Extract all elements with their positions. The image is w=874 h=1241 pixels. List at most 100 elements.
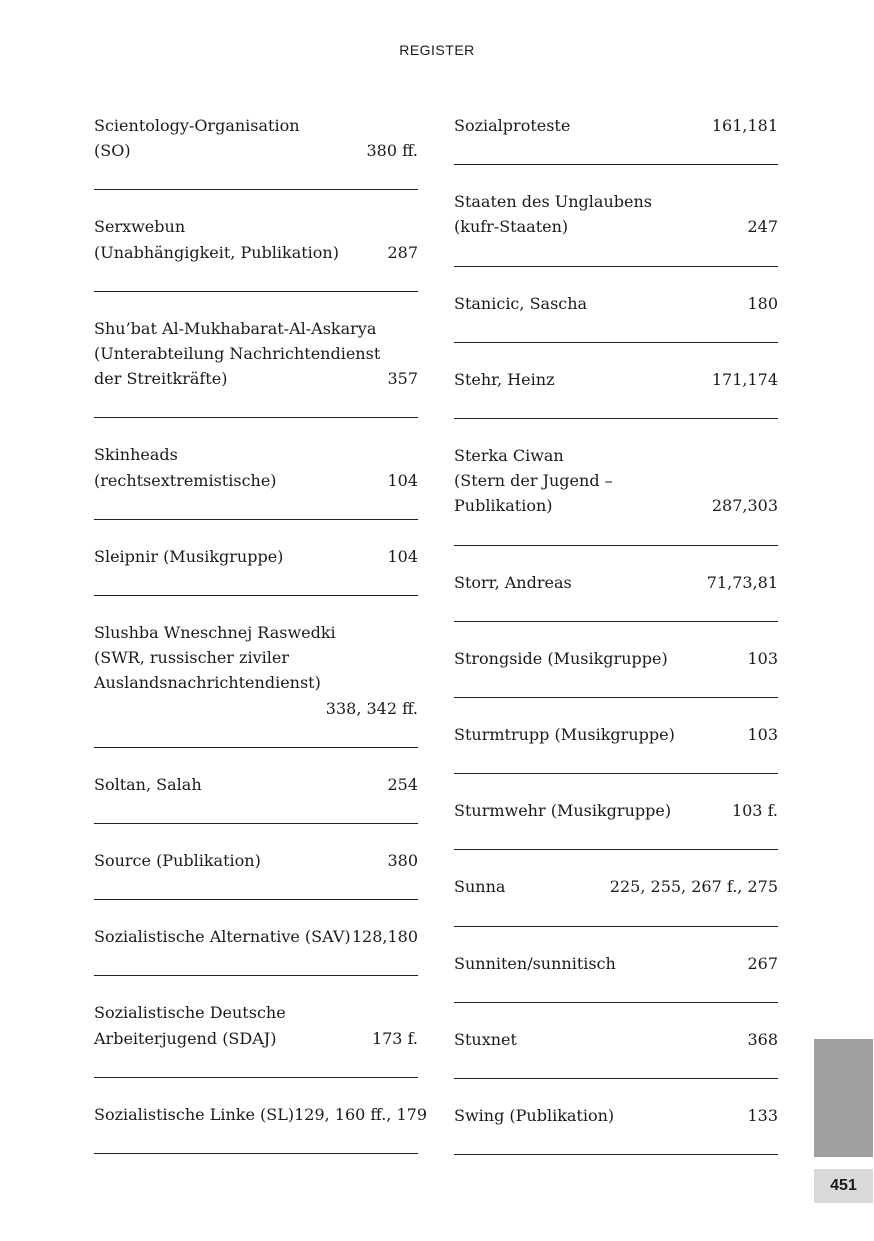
- entry-line: Sunniten/sunnitisch 267: [454, 951, 778, 976]
- entry-term: Sozialistische Alternative (SAV): [94, 927, 351, 947]
- entry-line: Storr, Andreas 71,73,81: [454, 570, 778, 595]
- entry-term: Sterka Ciwan: [454, 446, 564, 466]
- index-entry: Sozialproteste 161,181: [454, 89, 778, 166]
- entry-term: Sleipnir (Musikgruppe): [94, 546, 284, 566]
- entry-line: Sunna 225, 255, 267 f., 275: [454, 874, 778, 899]
- entry-term: (SO): [94, 141, 131, 161]
- entry-term: Sturmwehr (Musikgruppe): [454, 801, 672, 821]
- entry-term: Slushba Wneschnej Raswedki: [94, 623, 336, 643]
- entry-pages: 161,181: [711, 116, 778, 135]
- entry-line: Arbeiterjugend (SDAJ) 173 f.: [94, 1026, 418, 1051]
- entry-line: Soltan, Salah 254: [94, 772, 418, 797]
- entry-line: Sterka Ciwan: [454, 443, 778, 468]
- entry-line: Strongside (Musikgruppe) 103: [454, 646, 778, 671]
- entry-pages: 129, 160 ff., 179: [294, 1104, 428, 1124]
- entry-line: Sozialistische Deutsche: [94, 1000, 418, 1025]
- entry-line: der Streitkräfte) 357: [94, 366, 418, 391]
- entry-term: Sozialistische Linke (SL): [94, 1104, 295, 1124]
- entry-term: Swing (Publikation): [454, 1106, 615, 1126]
- entry-term: Soltan, Salah: [94, 774, 202, 794]
- entry-line: Slushba Wneschnej Raswedki: [94, 620, 418, 645]
- entry-term: Stehr, Heinz: [454, 369, 555, 389]
- entry-pages: 287: [387, 242, 418, 262]
- entry-term: Sunniten/sunnitisch: [454, 953, 616, 973]
- thumb-index-tab: [814, 1039, 873, 1157]
- entry-term: (Unabhängigkeit, Publikation): [94, 242, 339, 262]
- entry-line: (kufr-Staaten) 247: [454, 214, 778, 239]
- entry-pages: 180: [747, 293, 778, 313]
- entry-pages: 254: [387, 774, 418, 794]
- entry-pages: 380 ff.: [366, 141, 418, 161]
- index-entry: Scientology-Organisation (SO) 380 ff.: [94, 89, 418, 191]
- index-entry: Sturmwehr (Musikgruppe) 103 f.: [454, 774, 778, 851]
- entry-line: Auslandsnachrichtendienst): [94, 670, 418, 695]
- index-column-right: Sozialproteste 161,181 Staaten des Unglaub…: [454, 89, 778, 1156]
- entry-term: Sozialproteste: [454, 116, 571, 135]
- index-entry: Slushba Wneschnej Raswedki (SWR, russisch…: [94, 596, 418, 748]
- entry-term: Staaten des Unglaubens: [454, 192, 652, 212]
- index-entry: Swing (Publikation) 133: [454, 1079, 778, 1156]
- index-entry: Skinheads (rechtsextremistische) 104: [94, 418, 418, 520]
- entry-term: Skinheads: [94, 445, 178, 465]
- entry-pages: 133: [747, 1106, 778, 1126]
- entry-pages: 368: [747, 1029, 778, 1049]
- entry-line: Stanicic, Sascha 180: [454, 291, 778, 316]
- entry-term: Storr, Andreas: [454, 572, 572, 592]
- entry-pages: 104: [387, 470, 418, 490]
- entry-term: Source (Publikation): [94, 851, 261, 871]
- entry-line: Scientology-Organisation: [94, 113, 418, 138]
- entry-term: (Stern der Jugend –: [454, 471, 613, 491]
- entry-line: (Unabhängigkeit, Publikation) 287: [94, 240, 418, 265]
- entry-pages: 267: [747, 953, 778, 973]
- entry-line: (SO) 380 ff.: [94, 138, 418, 163]
- entry-line: 338, 342 ff.: [94, 696, 418, 721]
- index-entry: Staaten des Unglaubens (kufr-Staaten) 247: [454, 165, 778, 267]
- index-entry: Sterka Ciwan (Stern der Jugend – Publikati…: [454, 419, 778, 546]
- entry-pages: 225, 255, 267 f., 275: [609, 877, 778, 897]
- entry-term: Sozialistische Deutsche: [94, 1003, 286, 1023]
- entry-term: (SWR, russischer ziviler: [94, 648, 289, 668]
- entry-line: (Unterabteilung Nachrichtendienst: [94, 341, 418, 366]
- entry-line: (rechtsextremistische) 104: [94, 468, 418, 493]
- entry-term: Stuxnet: [454, 1029, 517, 1049]
- index-entry: Stuxnet 368: [454, 1003, 778, 1080]
- entry-line: Source (Publikation) 380: [94, 848, 418, 873]
- entry-line: Publikation) 287,303: [454, 493, 778, 518]
- entry-term: Arbeiterjugend (SDAJ): [94, 1028, 277, 1048]
- index-entry: Soltan, Salah 254: [94, 748, 418, 825]
- entry-term: Stanicic, Sascha: [454, 293, 588, 313]
- entry-pages: 287,303: [711, 496, 778, 516]
- entry-line: Sozialistische Alternative (SAV) 128,180: [94, 924, 418, 949]
- index-entry: Shu’bat Al-Mukhabarat-Al-Askarya (Unterab…: [94, 292, 418, 419]
- entry-line: Staaten des Unglaubens: [454, 189, 778, 214]
- index-entry: Storr, Andreas 71,73,81: [454, 546, 778, 622]
- index-entry: Stanicic, Sascha 180: [454, 267, 778, 343]
- entry-pages: 357: [387, 369, 418, 389]
- index-column-left: Scientology-Organisation (SO) 380 ff. Serxw…: [94, 89, 427, 1155]
- entry-pages: 104: [387, 546, 418, 566]
- entry-term: Strongside (Musikgruppe): [454, 648, 668, 668]
- index-entry: Sunna 225, 255, 267 f., 275: [454, 850, 778, 927]
- entry-term: (rechtsextremistische): [94, 470, 277, 490]
- index-entry: Sturmtrupp (Musikgruppe) 103: [454, 698, 778, 775]
- entry-term: (Unterabteilung Nachrichtendienst: [94, 344, 381, 364]
- entry-term: Sturmtrupp (Musikgruppe): [454, 725, 675, 745]
- index-entry: Strongside (Musikgruppe) 103: [454, 622, 778, 699]
- entry-term: Sunna: [454, 877, 506, 897]
- index-entry: Sozialistische Deutsche Arbeiterjugend (S…: [94, 976, 418, 1078]
- entry-line: Serxwebun: [94, 214, 418, 239]
- entry-pages: 171,174: [711, 369, 778, 389]
- entry-pages: 103: [747, 648, 778, 668]
- index-entry: Stehr, Heinz 171,174: [454, 343, 778, 420]
- entry-line: Sozialistische Linke (SL) 129, 160 ff., 1…: [94, 1102, 427, 1127]
- entry-pages: 338, 342 ff.: [325, 698, 418, 718]
- entry-line: Sturmwehr (Musikgruppe) 103 f.: [454, 798, 778, 823]
- entry-term: der Streitkräfte): [94, 369, 228, 389]
- entry-term: (kufr-Staaten): [454, 217, 569, 237]
- index-entry: Serxwebun (Unabhängigkeit, Publikation) 28…: [94, 190, 418, 292]
- entry-term: Auslandsnachrichtendienst): [94, 673, 321, 693]
- entry-pages: 247: [747, 217, 778, 237]
- index-entry: Sunniten/sunnitisch 267: [454, 927, 778, 1003]
- entry-term: Serxwebun: [94, 217, 186, 237]
- entry-line: (SWR, russischer ziviler: [94, 645, 418, 670]
